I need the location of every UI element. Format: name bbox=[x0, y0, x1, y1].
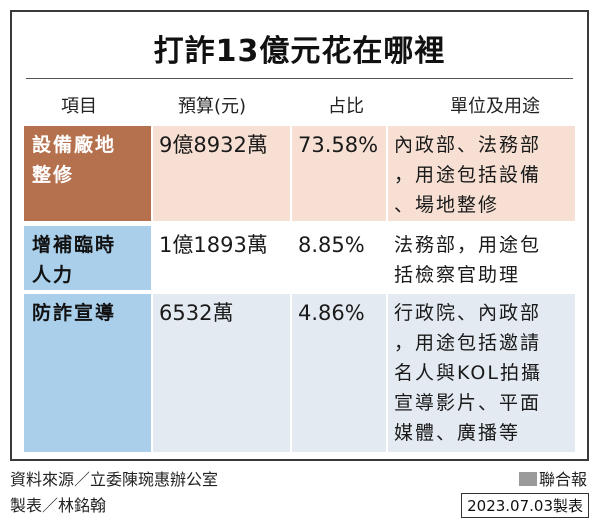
row-unit-line: 、場地整修 bbox=[394, 194, 500, 216]
row-item-line: 增補臨時 bbox=[32, 234, 117, 256]
header-budget: 預算(元) bbox=[178, 96, 247, 117]
maker-credit: 製表／林銘翰 bbox=[10, 496, 107, 515]
brand-label: 聯合報 bbox=[518, 466, 587, 490]
page-title: 打詐13億元花在哪裡 bbox=[153, 34, 446, 69]
row-unit: 行政院、內政部 ，用途包括邀請 名人與KOL拍攝 宣導影片、平面 媒體、廣播等 bbox=[388, 294, 575, 452]
table-header: 項目 預算(元) 占比 單位及用途 bbox=[26, 88, 577, 120]
table-row: 防詐宣導 6532萬 4.86% 行政院、內政部 ，用途包括邀請 名人與KOL拍… bbox=[24, 294, 575, 452]
row-unit: 內政部、法務部 ，用途包括設備 、場地整修 bbox=[388, 126, 575, 221]
header-ratio: 占比 bbox=[328, 96, 364, 117]
row-item-line: 整修 bbox=[32, 164, 75, 186]
row-ratio: 4.86% bbox=[292, 294, 386, 452]
title-divider bbox=[26, 78, 573, 79]
brand-name: 聯合報 bbox=[538, 470, 587, 489]
brand-square-icon bbox=[518, 472, 537, 486]
row-item-line: 防詐宣導 bbox=[32, 302, 117, 324]
row-unit-line: 行政院、內政部 bbox=[394, 302, 542, 324]
row-budget: 9億8932萬 bbox=[153, 126, 290, 221]
row-unit-line: ，用途包括邀請 bbox=[394, 332, 542, 354]
row-unit-line: 名人與KOL拍攝 bbox=[394, 362, 542, 384]
row-unit-line: 媒體、廣播等 bbox=[394, 422, 521, 444]
row-budget: 6532萬 bbox=[153, 294, 290, 452]
row-item: 防詐宣導 bbox=[24, 294, 151, 452]
date-stamp: 2023.07.03製表 bbox=[461, 493, 589, 518]
table-row: 增補臨時 人力 1億1893萬 8.85% 法務部，用途包 括檢察官助理 bbox=[24, 226, 575, 290]
row-unit-line: 法務部，用途包 bbox=[394, 234, 542, 256]
row-item-line: 人力 bbox=[32, 264, 75, 286]
row-unit: 法務部，用途包 括檢察官助理 bbox=[388, 226, 575, 290]
table-row: 設備廠地 整修 9億8932萬 73.58% 內政部、法務部 ，用途包括設備 、… bbox=[24, 126, 575, 221]
row-ratio: 8.85% bbox=[292, 226, 386, 290]
row-item-line: 設備廠地 bbox=[32, 134, 117, 156]
row-budget: 1億1893萬 bbox=[153, 226, 290, 290]
header-unit: 單位及用途 bbox=[450, 96, 540, 117]
row-unit-line: 括檢察官助理 bbox=[394, 264, 521, 286]
row-item: 增補臨時 人力 bbox=[24, 226, 151, 290]
row-unit-line: ，用途包括設備 bbox=[394, 164, 542, 186]
header-item: 項目 bbox=[61, 96, 97, 117]
row-ratio: 73.58% bbox=[292, 126, 386, 221]
row-item: 設備廠地 整修 bbox=[24, 126, 151, 221]
source-credit: 資料來源／立委陳琬惠辦公室 bbox=[10, 470, 219, 489]
row-unit-line: 內政部、法務部 bbox=[394, 134, 542, 156]
row-unit-line: 宣導影片、平面 bbox=[394, 392, 542, 414]
